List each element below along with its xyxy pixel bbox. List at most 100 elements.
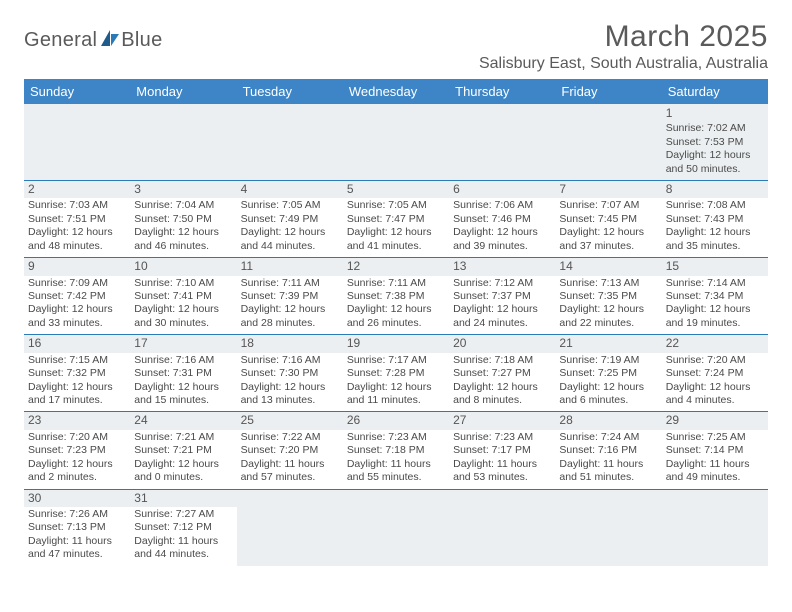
month-title: March 2025 [479,20,768,54]
day2-text: and 26 minutes. [347,317,445,330]
sunrise-text: Sunrise: 7:16 AM [134,354,232,367]
sunrise-text: Sunrise: 7:03 AM [28,199,126,212]
sunset-text: Sunset: 7:30 PM [241,367,339,380]
sunset-text: Sunset: 7:27 PM [453,367,551,380]
calendar-table: Sunday Monday Tuesday Wednesday Thursday… [24,79,768,566]
day1-text: Daylight: 11 hours [453,458,551,471]
weekday-header: Tuesday [237,79,343,104]
sunrise-text: Sunrise: 7:26 AM [28,508,126,521]
sunrise-text: Sunrise: 7:17 AM [347,354,445,367]
day1-text: Daylight: 12 hours [347,381,445,394]
calendar-cell [24,104,130,181]
day1-text: Daylight: 11 hours [241,458,339,471]
sunset-text: Sunset: 7:34 PM [666,290,764,303]
day2-text: and 41 minutes. [347,240,445,253]
sunrise-text: Sunrise: 7:11 AM [241,277,339,290]
calendar-page: General Blue March 2025 Salisbury East, … [0,0,792,586]
day2-text: and 55 minutes. [347,471,445,484]
day1-text: Daylight: 12 hours [134,226,232,239]
day1-text: Daylight: 11 hours [559,458,657,471]
day-number: 10 [130,258,236,275]
sunrise-text: Sunrise: 7:16 AM [241,354,339,367]
day1-text: Daylight: 12 hours [347,226,445,239]
calendar-row: 9Sunrise: 7:09 AMSunset: 7:42 PMDaylight… [24,258,768,335]
sunrise-text: Sunrise: 7:24 AM [559,431,657,444]
sunrise-text: Sunrise: 7:14 AM [666,277,764,290]
sunrise-text: Sunrise: 7:22 AM [241,431,339,444]
location-text: Salisbury East, South Australia, Austral… [479,55,768,73]
day-number: 31 [130,490,236,507]
day-number: 21 [555,335,661,352]
day2-text: and 46 minutes. [134,240,232,253]
calendar-row: 30Sunrise: 7:26 AMSunset: 7:13 PM Dayligh… [24,489,768,566]
day-number: 30 [24,490,130,507]
day-number: 20 [449,335,555,352]
sunset-text: Sunset: 7:46 PM [453,213,551,226]
day-number: 4 [237,181,343,198]
day-number: 8 [662,181,768,198]
day2-text: and 6 minutes. [559,394,657,407]
sunrise-text: Sunrise: 7:18 AM [453,354,551,367]
sunset-text: Sunset: 7:38 PM [347,290,445,303]
day2-text: and 39 minutes. [453,240,551,253]
calendar-cell: 15Sunrise: 7:14 AMSunset: 7:34 PMDayligh… [662,258,768,335]
brand-logo: General Blue [24,20,163,53]
day1-text: Daylight: 12 hours [559,381,657,394]
day2-text: and 22 minutes. [559,317,657,330]
day1-text: Daylight: 12 hours [134,458,232,471]
day2-text: and 4 minutes. [666,394,764,407]
header: General Blue March 2025 Salisbury East, … [24,20,768,73]
day-number: 18 [237,335,343,352]
day2-text: and 8 minutes. [453,394,551,407]
calendar-cell: 18Sunrise: 7:16 AMSunset: 7:30 PMDayligh… [237,335,343,412]
sunset-text: Sunset: 7:41 PM [134,290,232,303]
calendar-cell: 7Sunrise: 7:07 AMSunset: 7:45 PMDaylight… [555,181,661,258]
sunrise-text: Sunrise: 7:23 AM [453,431,551,444]
day2-text: and 13 minutes. [241,394,339,407]
calendar-cell: 12Sunrise: 7:11 AMSunset: 7:38 PMDayligh… [343,258,449,335]
day1-text: Daylight: 12 hours [241,226,339,239]
brand-text-2: Blue [121,29,162,52]
sunset-text: Sunset: 7:53 PM [666,136,764,149]
day2-text: and 49 minutes. [666,471,764,484]
calendar-cell: 17Sunrise: 7:16 AMSunset: 7:31 PMDayligh… [130,335,236,412]
calendar-cell: 9Sunrise: 7:09 AMSunset: 7:42 PMDaylight… [24,258,130,335]
calendar-cell: 30Sunrise: 7:26 AMSunset: 7:13 PMDayligh… [24,489,130,566]
calendar-cell: 2Sunrise: 7:03 AMSunset: 7:51 PMDaylight… [24,181,130,258]
day-number: 17 [130,335,236,352]
calendar-head: Sunday Monday Tuesday Wednesday Thursday… [24,79,768,104]
calendar-cell: 10Sunrise: 7:10 AMSunset: 7:41 PMDayligh… [130,258,236,335]
calendar-cell [555,104,661,181]
sunrise-text: Sunrise: 7:19 AM [559,354,657,367]
sunset-text: Sunset: 7:14 PM [666,444,764,457]
calendar-cell: 5Sunrise: 7:05 AMSunset: 7:47 PMDaylight… [343,181,449,258]
day1-text: Daylight: 12 hours [134,303,232,316]
day2-text: and 44 minutes. [134,548,232,561]
sunset-text: Sunset: 7:42 PM [28,290,126,303]
sunset-text: Sunset: 7:13 PM [28,521,126,534]
day-number: 16 [24,335,130,352]
calendar-cell [343,489,449,566]
day1-text: Daylight: 11 hours [347,458,445,471]
calendar-body: 1Sunrise: 7:02 AMSunset: 7:53 PMDaylight… [24,104,768,566]
calendar-cell: 8Sunrise: 7:08 AMSunset: 7:43 PMDaylight… [662,181,768,258]
sunset-text: Sunset: 7:32 PM [28,367,126,380]
calendar-row: 1Sunrise: 7:02 AMSunset: 7:53 PMDaylight… [24,104,768,181]
day-number: 6 [449,181,555,198]
day2-text: and 47 minutes. [28,548,126,561]
calendar-cell [449,489,555,566]
sunset-text: Sunset: 7:25 PM [559,367,657,380]
day1-text: Daylight: 11 hours [134,535,232,548]
sunrise-text: Sunrise: 7:23 AM [347,431,445,444]
day-number: 19 [343,335,449,352]
weekday-header: Monday [130,79,236,104]
weekday-header: Friday [555,79,661,104]
sunrise-text: Sunrise: 7:08 AM [666,199,764,212]
sunset-text: Sunset: 7:43 PM [666,213,764,226]
day-number: 27 [449,412,555,429]
day2-text: and 51 minutes. [559,471,657,484]
calendar-cell: 14Sunrise: 7:13 AMSunset: 7:35 PMDayligh… [555,258,661,335]
day1-text: Daylight: 12 hours [347,303,445,316]
sunset-text: Sunset: 7:18 PM [347,444,445,457]
sunrise-text: Sunrise: 7:02 AM [666,122,764,135]
